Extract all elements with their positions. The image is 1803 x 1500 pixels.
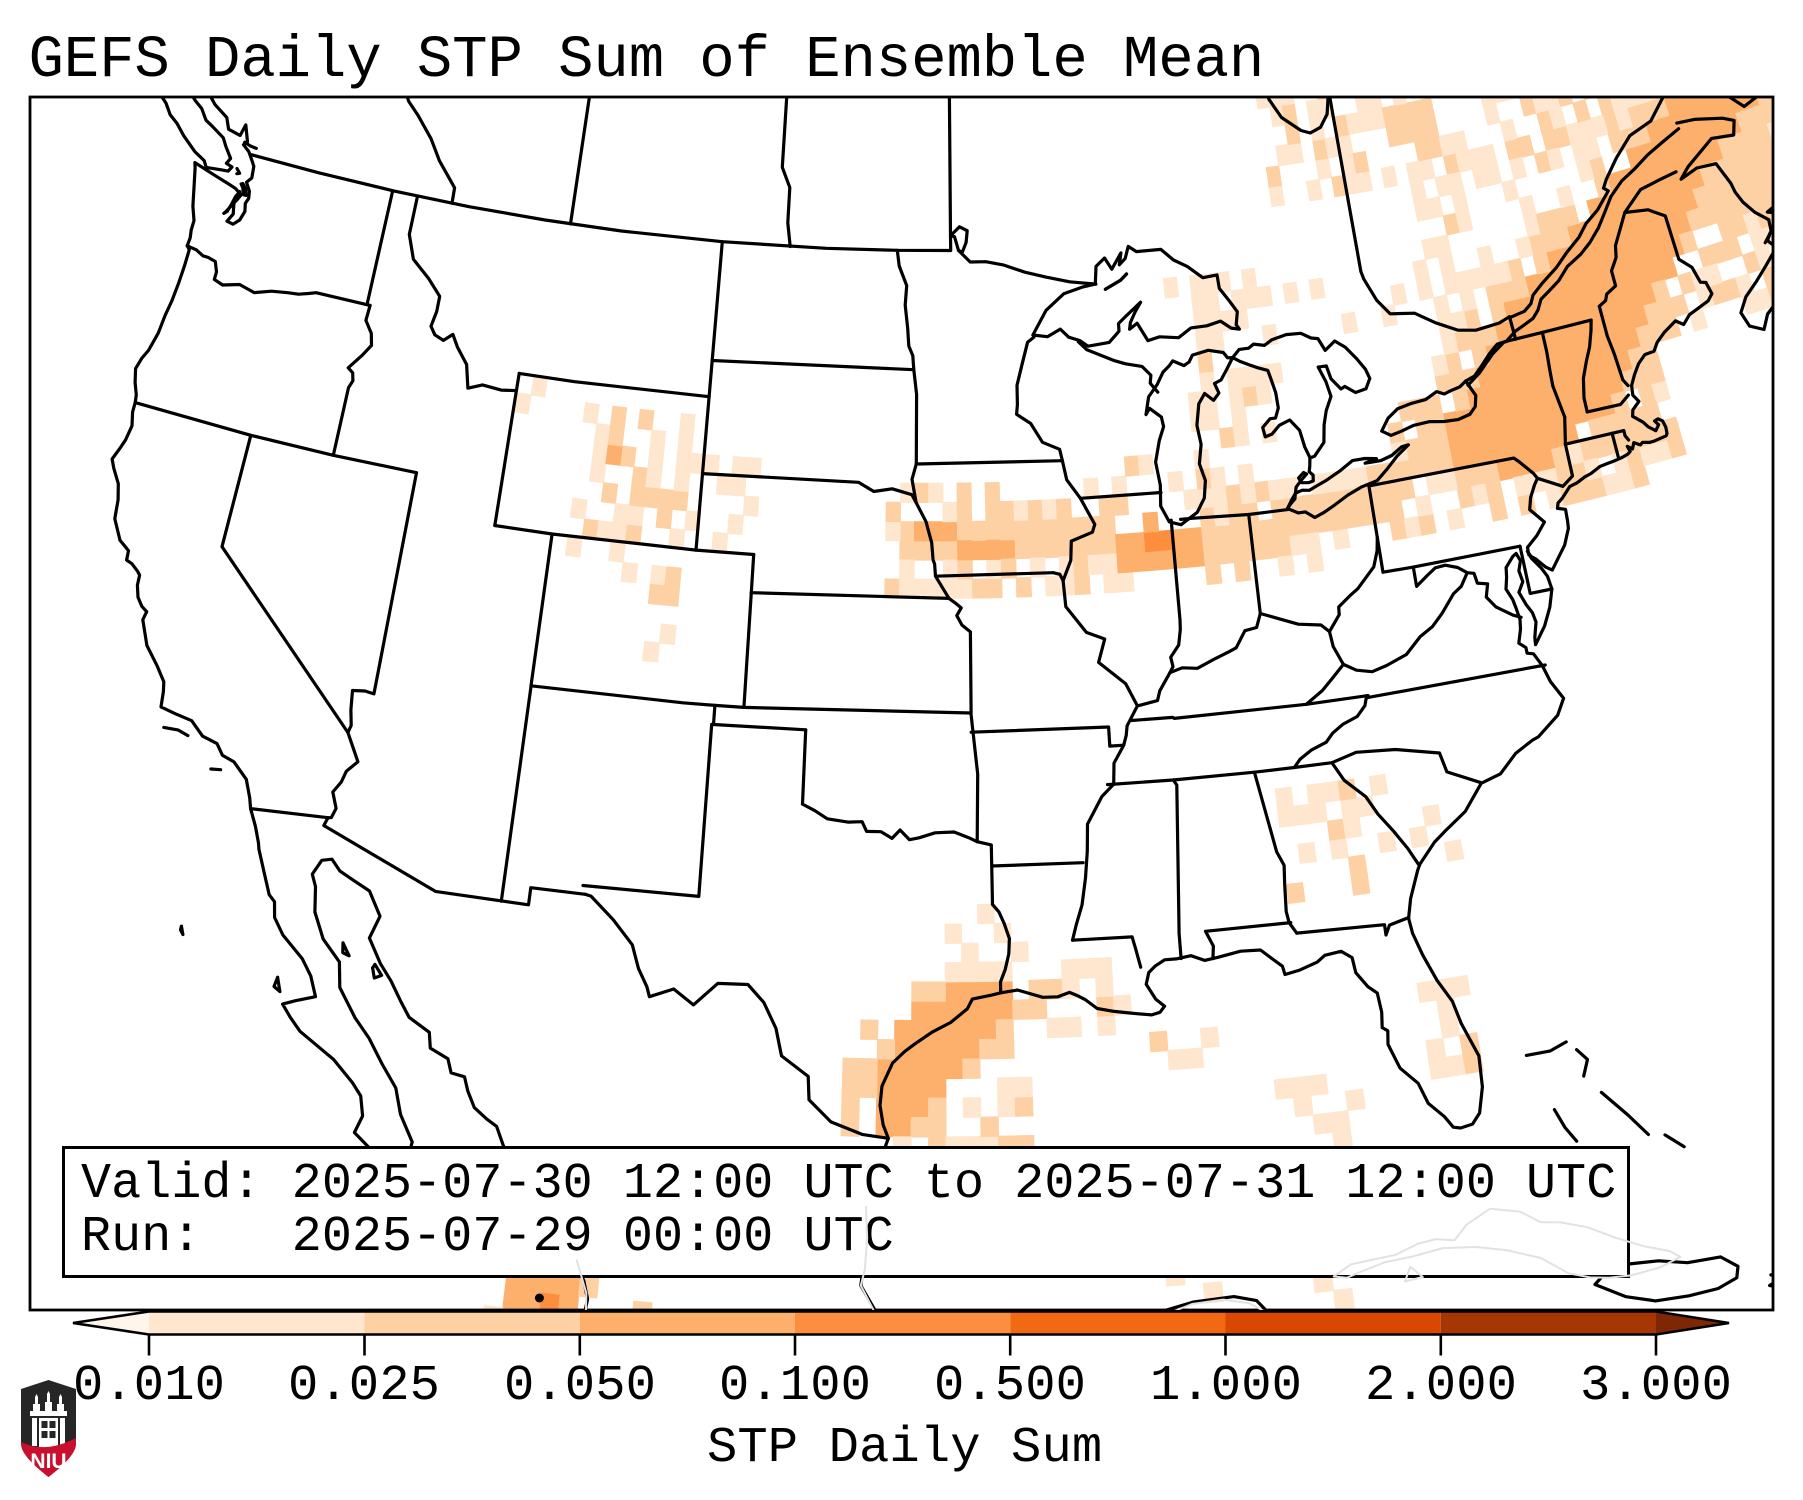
- svg-text:NIU: NIU: [30, 1450, 66, 1473]
